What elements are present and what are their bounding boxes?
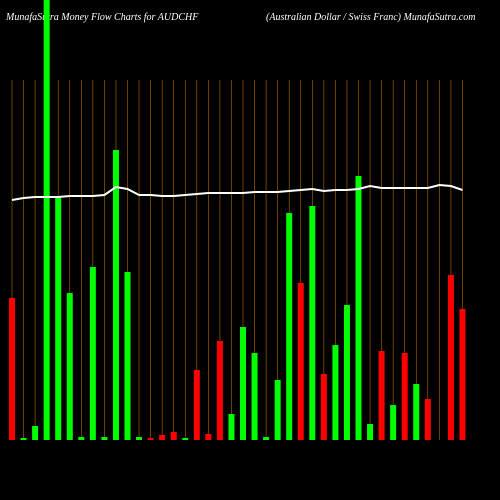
bar: [459, 309, 466, 440]
line: [11, 183, 463, 201]
bar: [401, 353, 408, 440]
bar: [390, 405, 397, 440]
bar: [43, 0, 50, 440]
bar: [297, 283, 304, 440]
bar: [147, 438, 154, 440]
bar: [32, 426, 39, 440]
bar: [205, 434, 212, 440]
bar: [263, 437, 270, 440]
bar: [20, 438, 27, 440]
bar: [228, 414, 235, 440]
bar: [447, 275, 454, 440]
bar: [78, 437, 85, 440]
bar: [216, 341, 223, 440]
bar: [193, 370, 200, 440]
bar: [170, 432, 177, 440]
bar: [309, 206, 316, 440]
bar: [101, 437, 108, 440]
bar: [424, 399, 431, 440]
bar: [251, 353, 258, 440]
chart-title: MunafaSutra Money Flow Charts for AUDCHF: [5, 12, 199, 23]
bar: [240, 327, 246, 440]
bar: [159, 435, 166, 440]
bar: [378, 351, 385, 440]
bar: [66, 293, 73, 440]
bar: [286, 213, 293, 440]
bar: [332, 345, 339, 440]
bar: [112, 150, 119, 440]
bar: [343, 305, 350, 440]
bar: [182, 438, 189, 440]
bar: [55, 198, 62, 440]
bar: [124, 272, 131, 440]
bar: [320, 374, 327, 440]
bar: [413, 384, 420, 440]
bar: [355, 176, 362, 440]
bar: [367, 424, 374, 440]
bar: [136, 437, 143, 440]
bar: [9, 298, 15, 440]
bar: [89, 267, 96, 440]
bar: [274, 380, 281, 440]
chart-subtitle: (Australian Dollar / Swiss Franc) Munafa…: [266, 12, 475, 23]
